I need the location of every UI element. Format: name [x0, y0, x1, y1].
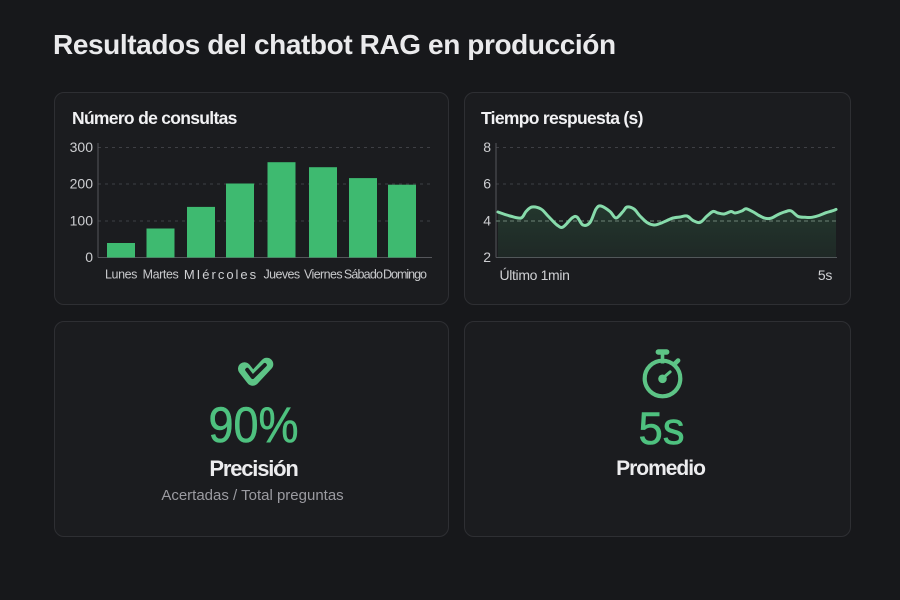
svg-text:4: 4	[483, 213, 491, 229]
svg-text:200: 200	[70, 176, 94, 192]
svg-text:8: 8	[483, 139, 491, 155]
svg-text:5s: 5s	[818, 267, 832, 283]
svg-text:Viernes: Viernes	[304, 268, 342, 282]
svg-text:Jueves: Jueves	[263, 268, 299, 282]
svg-text:2: 2	[483, 249, 491, 265]
svg-text:100: 100	[70, 213, 94, 229]
svg-text:Último 1min: Último 1min	[500, 267, 570, 283]
svg-text:MIércoles: MIércoles	[184, 267, 258, 282]
svg-text:6: 6	[483, 176, 491, 192]
svg-text:Lunes: Lunes	[105, 268, 137, 282]
svg-text:Sábado: Sábado	[344, 268, 383, 282]
svg-text:300: 300	[70, 139, 94, 155]
svg-text:0: 0	[85, 249, 93, 265]
svg-text:Domingo: Domingo	[383, 268, 427, 282]
svg-text:Martes: Martes	[143, 268, 179, 282]
